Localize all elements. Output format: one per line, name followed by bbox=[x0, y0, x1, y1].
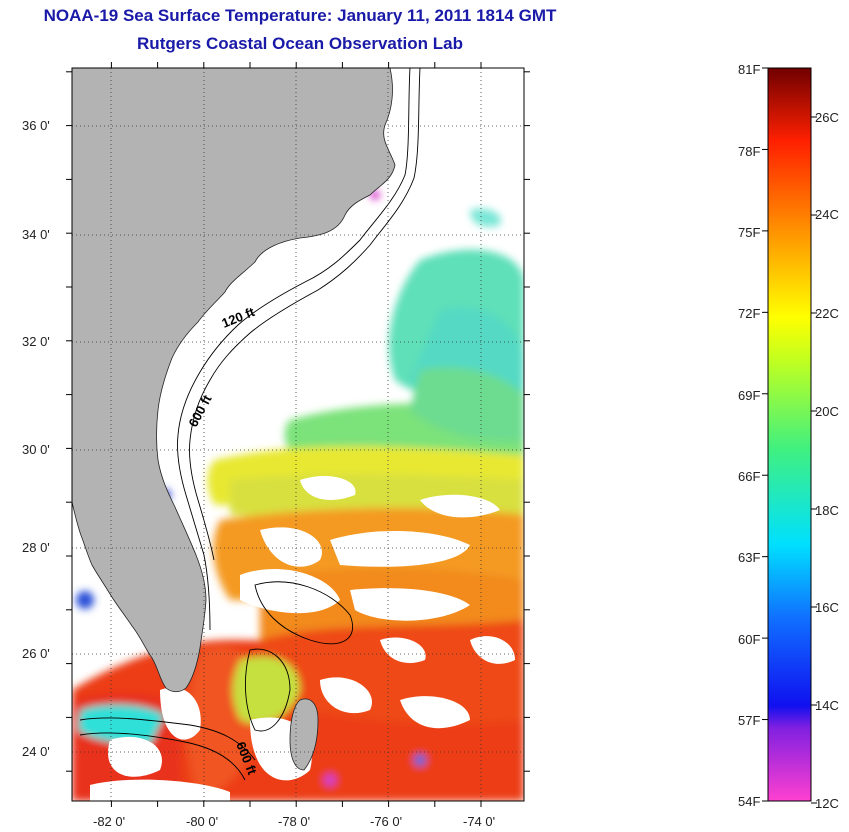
lat-label-32: 32 0' bbox=[22, 334, 50, 349]
cb-c-24: 24C bbox=[815, 207, 839, 222]
land-mass bbox=[72, 68, 396, 693]
lat-label-26: 26 0' bbox=[22, 646, 50, 661]
map-subtitle: Rutgers Coastal Ocean Observation Lab bbox=[137, 34, 463, 53]
lon-label-82: -82 0' bbox=[93, 814, 126, 829]
cb-c-20: 20C bbox=[815, 404, 839, 419]
axis-ticks bbox=[66, 62, 530, 807]
lat-label-34: 34 0' bbox=[22, 227, 50, 242]
lat-label-24: 24 0' bbox=[22, 744, 50, 759]
cb-f-63: 63F bbox=[738, 550, 761, 565]
map-frame bbox=[71, 67, 525, 802]
colorbar-ticks bbox=[762, 67, 817, 804]
lat-label-30: 30 0' bbox=[22, 442, 50, 457]
cb-f-57: 57F bbox=[738, 713, 761, 728]
graticule bbox=[72, 68, 524, 801]
lon-label-74: -74 0' bbox=[463, 814, 496, 829]
cb-c-22: 22C bbox=[815, 306, 839, 321]
cb-c-14: 14C bbox=[815, 698, 839, 713]
cb-c-26: 26C bbox=[815, 110, 839, 125]
cb-f-60: 60F bbox=[738, 632, 761, 647]
cb-f-75: 75F bbox=[738, 225, 761, 240]
lon-label-76: -76 0' bbox=[370, 814, 403, 829]
cb-f-54: 54F bbox=[738, 794, 761, 809]
cb-f-72: 72F bbox=[738, 306, 761, 321]
cb-c-16: 16C bbox=[815, 600, 839, 615]
colorbar bbox=[767, 67, 812, 802]
cb-c-18: 18C bbox=[815, 503, 839, 518]
cb-f-66: 66F bbox=[738, 469, 761, 484]
depth-contours bbox=[79, 68, 421, 781]
cb-f-78: 78F bbox=[738, 144, 761, 159]
cb-f-81: 81F bbox=[738, 62, 761, 77]
lon-label-78: -78 0' bbox=[278, 814, 311, 829]
lon-label-80: -80 0' bbox=[186, 814, 219, 829]
lat-label-36: 36 0' bbox=[22, 118, 50, 133]
map-title: NOAA-19 Sea Surface Temperature: January… bbox=[43, 6, 557, 25]
cloud-cover bbox=[90, 475, 515, 801]
lat-label-28: 28 0' bbox=[22, 540, 50, 555]
cb-f-69: 69F bbox=[738, 388, 761, 403]
cb-c-12: 12C bbox=[815, 796, 839, 811]
